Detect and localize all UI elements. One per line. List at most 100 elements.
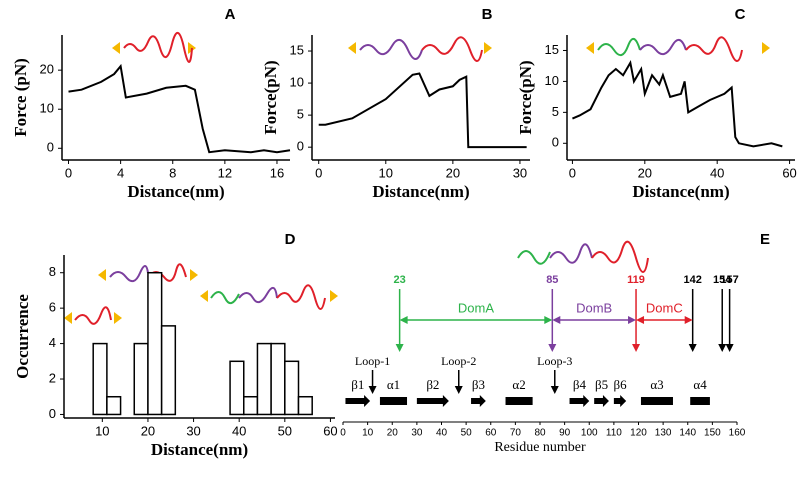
y-tick-label: 10	[545, 73, 559, 88]
histogram-bar	[147, 271, 163, 416]
x-tick-label: 80	[534, 428, 546, 439]
x-axis-label: Distance(nm)	[151, 440, 248, 459]
panel-letter: C	[735, 6, 746, 23]
panel-letter: D	[285, 231, 296, 248]
panel-letter: B	[482, 6, 493, 23]
y-tick-label: 10	[40, 101, 54, 116]
residue-label: 142	[683, 274, 701, 286]
force-curve	[68, 63, 291, 154]
element-label: α1	[387, 377, 400, 392]
y-tick-label: 2	[49, 370, 56, 385]
y-tick-label: 15	[545, 42, 559, 57]
x-tick-label: 50	[278, 423, 292, 438]
x-axis-label: Distance(nm)	[372, 182, 469, 201]
y-axis-label: Force (pN)	[11, 58, 30, 137]
x-tick-label: 40	[436, 428, 448, 439]
x-tick-label: 0	[340, 428, 346, 439]
y-axis-label: Occurrence	[13, 294, 32, 379]
arrow-head	[454, 386, 463, 394]
element-label: β5	[595, 377, 608, 392]
x-tick-label: 0	[569, 165, 576, 180]
x-tick-label: 110	[606, 428, 622, 439]
alpha-helix	[640, 397, 673, 405]
x-tick-label: 0	[65, 165, 72, 180]
x-tick-label: 8	[169, 165, 176, 180]
element-label: β1	[351, 377, 364, 392]
element-label: β2	[426, 377, 439, 392]
loop-label: Loop-3	[537, 354, 572, 368]
residue-label: 157	[720, 274, 738, 286]
x-axis-label: Residue number	[494, 440, 586, 455]
x-tick-label: 40	[232, 423, 246, 438]
x-tick-label: 130	[655, 428, 672, 439]
x-axis-label: Distance(nm)	[127, 182, 224, 201]
arrow-head	[636, 316, 645, 324]
x-axis-label: Distance(nm)	[632, 182, 729, 201]
arrow-head	[688, 344, 697, 352]
y-tick-label: 4	[49, 335, 56, 350]
residue-label: 85	[546, 274, 558, 286]
x-tick-label: 20	[141, 423, 155, 438]
histogram-bar	[284, 360, 300, 416]
domain-label: DomC	[646, 300, 683, 315]
alpha-helix	[505, 397, 533, 405]
x-tick-label: 50	[461, 428, 473, 439]
protein-cartoons	[64, 32, 770, 325]
element-label: α4	[693, 377, 707, 392]
loop-label: Loop-2	[441, 354, 476, 368]
beta-strand	[594, 395, 609, 407]
arrow-head	[725, 344, 734, 352]
x-tick-label: 60	[485, 428, 497, 439]
force-curve	[318, 72, 527, 149]
beta-strand	[345, 395, 371, 407]
histogram-bar	[297, 395, 313, 416]
arrow-head	[550, 386, 559, 394]
x-tick-label: 30	[186, 423, 200, 438]
x-tick-label: 20	[387, 428, 399, 439]
histogram-bar	[270, 342, 286, 416]
arrow-head	[552, 316, 561, 324]
arrow-head	[718, 344, 727, 352]
x-tick-label: 10	[379, 165, 393, 180]
x-tick-label: 20	[638, 165, 652, 180]
arrow-head	[395, 344, 404, 352]
arrow-head	[684, 316, 693, 324]
y-tick-label: 5	[552, 104, 559, 119]
arrow-head	[544, 316, 553, 324]
y-tick-label: 20	[40, 62, 54, 77]
x-tick-label: 140	[679, 428, 696, 439]
x-tick-label: 60	[323, 423, 337, 438]
histogram-bar	[133, 342, 149, 416]
panel-letter: A	[225, 6, 236, 23]
x-tick-label: 40	[710, 165, 724, 180]
histogram-bar	[256, 342, 272, 416]
x-tick-label: 70	[510, 428, 522, 439]
y-tick-label: 0	[552, 135, 559, 150]
x-tick-label: 30	[513, 165, 527, 180]
domain-label: DomB	[576, 300, 612, 315]
x-tick-label: 160	[729, 428, 746, 439]
arrow-head	[368, 386, 377, 394]
x-tick-label: 12	[218, 165, 232, 180]
element-label: β3	[472, 377, 485, 392]
residue-label: 23	[394, 274, 406, 286]
domain-label: DomA	[458, 300, 494, 315]
x-tick-label: 16	[270, 165, 284, 180]
alpha-helix	[690, 397, 710, 405]
arrow-head	[632, 344, 641, 352]
y-axis-label: Force(pN)	[261, 60, 280, 134]
arrow-head	[548, 344, 557, 352]
loop-label: Loop-1	[355, 354, 390, 368]
x-tick-label: 10	[95, 423, 109, 438]
residue-label: 119	[627, 274, 645, 286]
force-curve	[572, 60, 783, 148]
residue-label: 154	[713, 274, 732, 286]
x-tick-label: 10	[362, 428, 374, 439]
x-tick-label: 100	[581, 428, 598, 439]
y-axis-label: Force(pN)	[516, 60, 535, 134]
element-label: α3	[650, 377, 663, 392]
panel-letter: E	[760, 231, 770, 248]
x-tick-label: 150	[704, 428, 721, 439]
beta-strand	[569, 395, 590, 407]
